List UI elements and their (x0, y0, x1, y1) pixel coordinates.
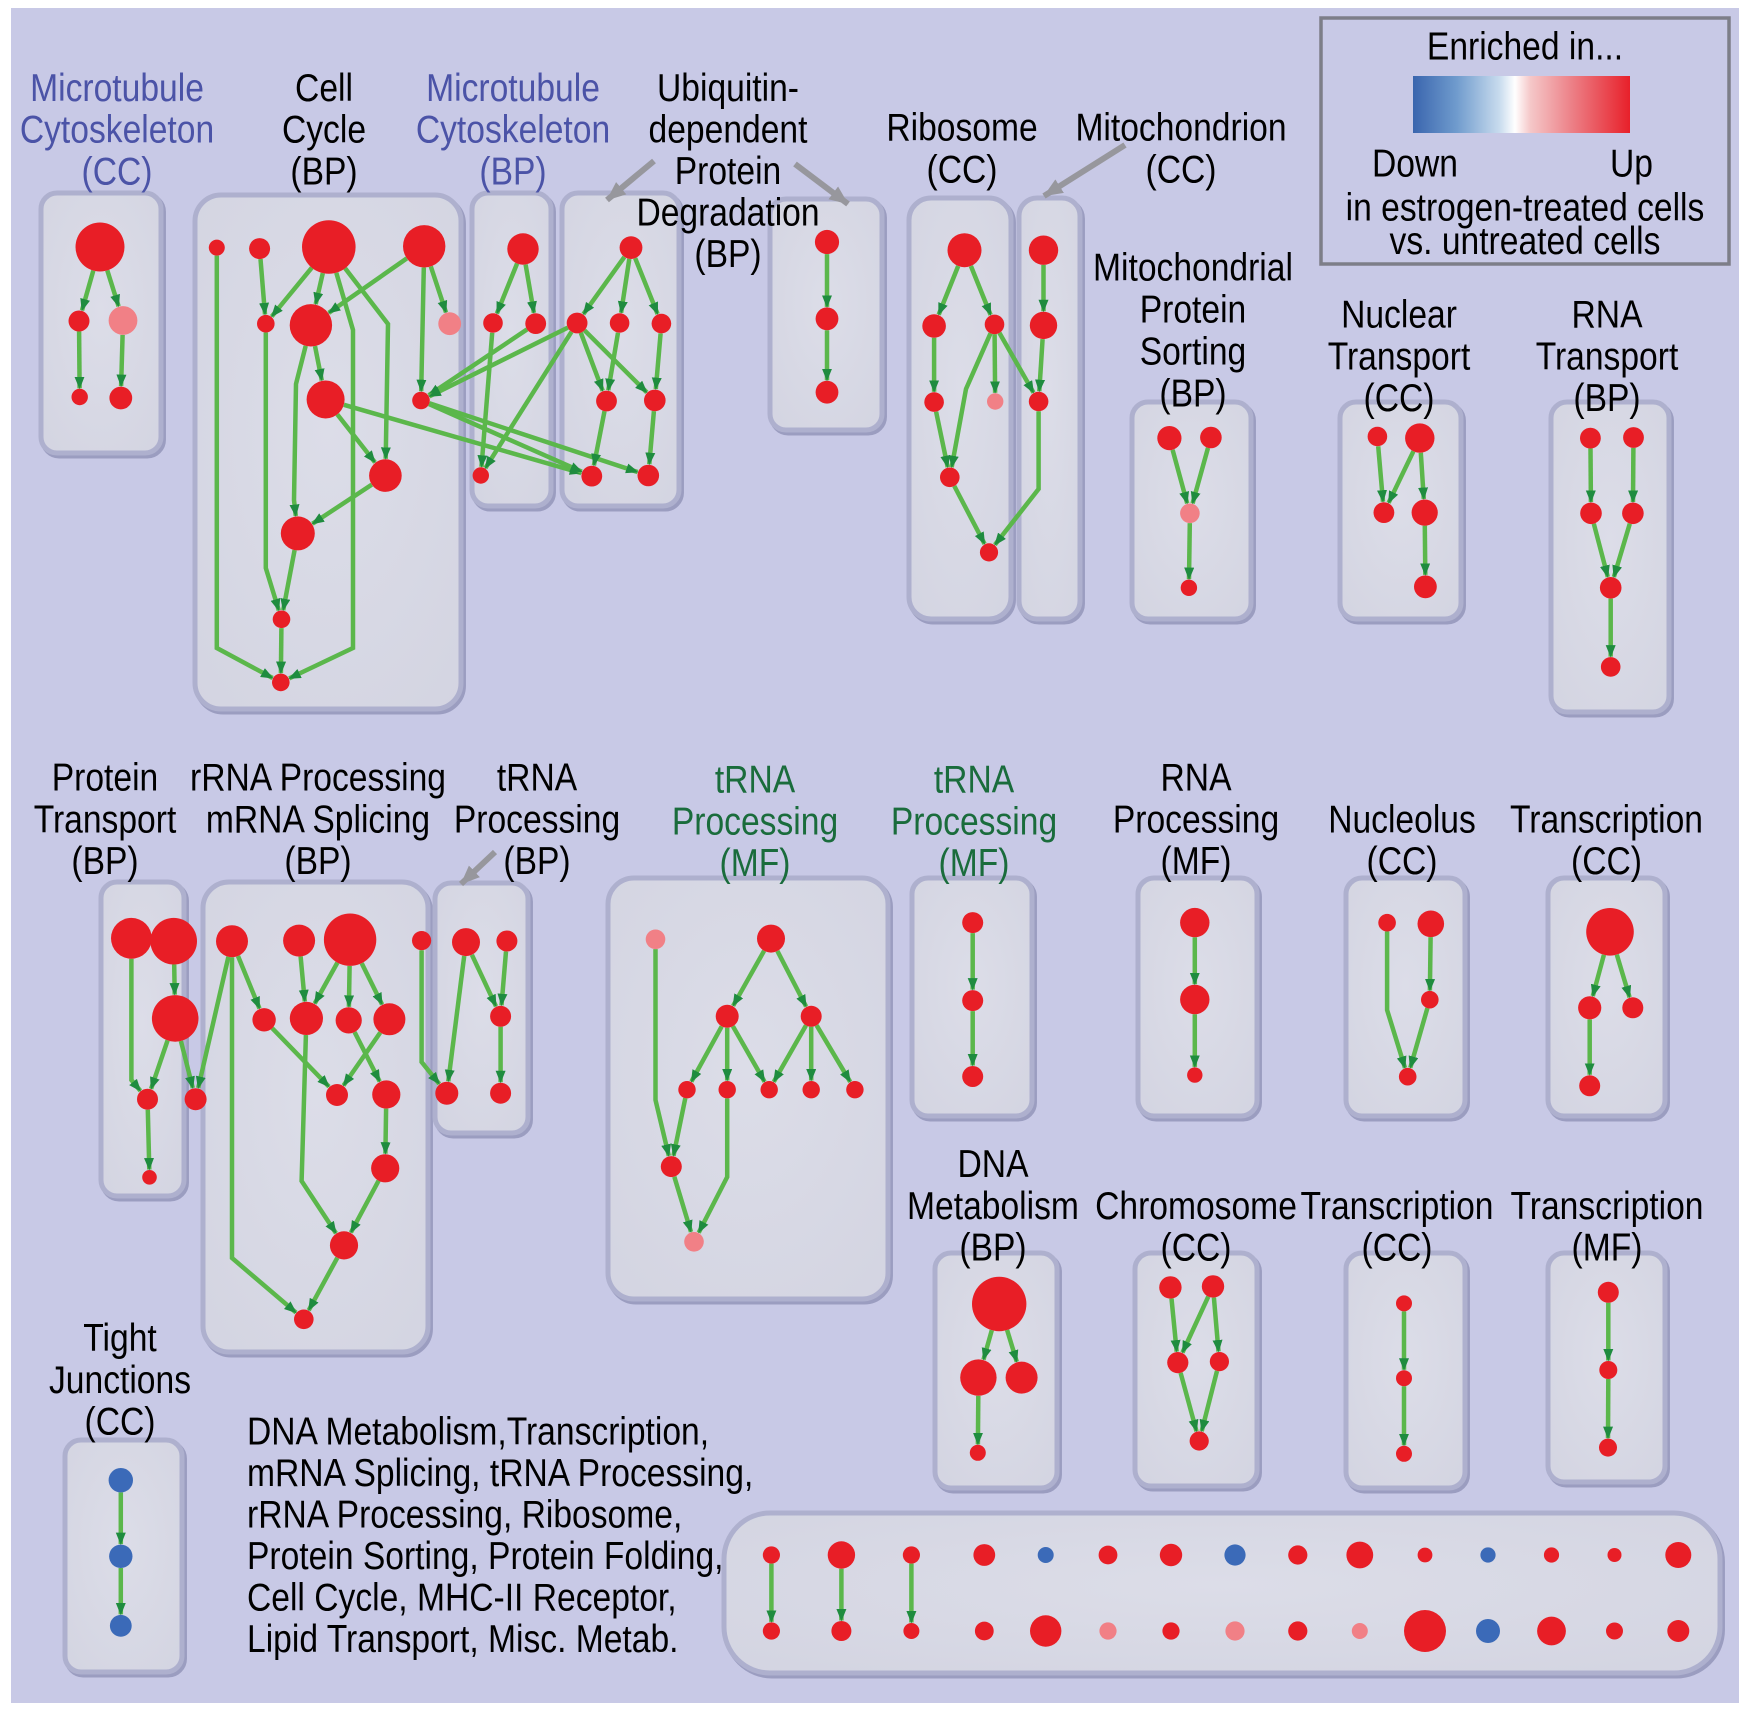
svg-text:Transcription: Transcription (1301, 1185, 1494, 1228)
svg-text:Cytoskeleton: Cytoskeleton (416, 109, 610, 152)
svg-text:(CC): (CC) (1571, 840, 1642, 883)
svg-text:(BP): (BP) (1159, 372, 1226, 415)
svg-text:Transport: Transport (1536, 335, 1679, 378)
svg-text:mRNA Splicing: mRNA Splicing (206, 798, 430, 841)
svg-text:Tight: Tight (83, 1317, 157, 1360)
svg-text:Microtubule: Microtubule (426, 67, 600, 110)
svg-text:(BP): (BP) (479, 151, 546, 194)
svg-text:Protein Sorting, Protein Foldi: Protein Sorting, Protein Folding, (247, 1535, 724, 1578)
svg-text:DNA: DNA (958, 1143, 1029, 1186)
svg-text:Processing: Processing (454, 798, 620, 841)
svg-text:(BP): (BP) (959, 1227, 1026, 1270)
svg-text:Transcription: Transcription (1510, 798, 1703, 841)
svg-text:Microtubule: Microtubule (30, 67, 204, 110)
svg-text:Processing: Processing (672, 800, 838, 843)
svg-text:Transcription: Transcription (1511, 1185, 1704, 1228)
svg-text:(MF): (MF) (720, 842, 791, 885)
svg-text:Nucleolus: Nucleolus (1328, 798, 1476, 841)
svg-text:Metabolism: Metabolism (907, 1185, 1079, 1228)
svg-text:Ribosome: Ribosome (886, 106, 1037, 149)
svg-text:dependent: dependent (649, 108, 808, 151)
svg-text:(BP): (BP) (71, 840, 138, 883)
svg-text:in estrogen-treated cells: in estrogen-treated cells (1346, 187, 1705, 230)
svg-text:Transport: Transport (34, 798, 177, 841)
svg-text:Ubiquitin-: Ubiquitin- (657, 67, 799, 110)
svg-text:tRNA: tRNA (715, 758, 795, 801)
svg-text:Chromosome: Chromosome (1095, 1185, 1297, 1228)
svg-text:Lipid Transport, Misc. Metab.: Lipid Transport, Misc. Metab. (247, 1618, 679, 1661)
svg-text:Cytoskeleton: Cytoskeleton (20, 109, 214, 152)
svg-text:(CC): (CC) (927, 148, 998, 191)
svg-text:(BP): (BP) (284, 840, 351, 883)
svg-text:Protein: Protein (52, 756, 159, 799)
svg-text:Nuclear: Nuclear (1341, 293, 1457, 336)
svg-text:Transport: Transport (1328, 335, 1471, 378)
svg-text:RNA: RNA (1161, 756, 1232, 799)
svg-text:(CC): (CC) (1364, 377, 1435, 420)
svg-text:Cell Cycle, MHC-II Receptor,: Cell Cycle, MHC-II Receptor, (247, 1576, 677, 1619)
svg-text:Up: Up (1610, 143, 1653, 186)
svg-text:rRNA Processing: rRNA Processing (190, 756, 446, 799)
svg-text:Mitochondrial: Mitochondrial (1093, 247, 1293, 290)
svg-text:DNA Metabolism,Transcription,: DNA Metabolism,Transcription, (247, 1410, 709, 1453)
svg-text:(CC): (CC) (85, 1401, 156, 1444)
svg-text:Processing: Processing (891, 800, 1057, 843)
svg-text:Sorting: Sorting (1140, 331, 1247, 374)
svg-text:Down: Down (1372, 143, 1458, 186)
svg-text:(CC): (CC) (1161, 1227, 1232, 1270)
svg-text:(CC): (CC) (1367, 840, 1438, 883)
svg-text:(MF): (MF) (1572, 1227, 1643, 1270)
svg-text:(CC): (CC) (1362, 1227, 1433, 1270)
svg-text:RNA: RNA (1572, 293, 1643, 336)
svg-text:(BP): (BP) (503, 840, 570, 883)
svg-text:tRNA: tRNA (497, 756, 577, 799)
svg-text:Processing: Processing (1113, 798, 1279, 841)
svg-text:(BP): (BP) (290, 151, 357, 194)
svg-text:Protein: Protein (1140, 289, 1247, 332)
svg-text:Protein: Protein (675, 150, 782, 193)
svg-text:rRNA Processing, Ribosome,: rRNA Processing, Ribosome, (247, 1493, 682, 1536)
svg-text:tRNA: tRNA (934, 758, 1014, 801)
svg-text:(CC): (CC) (1146, 148, 1217, 191)
svg-text:(CC): (CC) (82, 151, 153, 194)
svg-text:(MF): (MF) (939, 842, 1010, 885)
svg-text:(MF): (MF) (1161, 840, 1232, 883)
svg-text:mRNA Splicing, tRNA Processing: mRNA Splicing, tRNA Processing, (247, 1452, 753, 1495)
svg-text:Enriched in...: Enriched in... (1427, 25, 1623, 68)
svg-text:Mitochondrion: Mitochondrion (1075, 106, 1286, 149)
svg-text:Junctions: Junctions (49, 1359, 191, 1402)
svg-text:vs. untreated cells: vs. untreated cells (1390, 220, 1661, 263)
svg-text:Cycle: Cycle (282, 109, 366, 152)
svg-text:Degradation: Degradation (636, 191, 819, 234)
svg-text:Cell: Cell (295, 67, 353, 110)
svg-text:(BP): (BP) (694, 233, 761, 276)
svg-text:(BP): (BP) (1573, 377, 1640, 420)
